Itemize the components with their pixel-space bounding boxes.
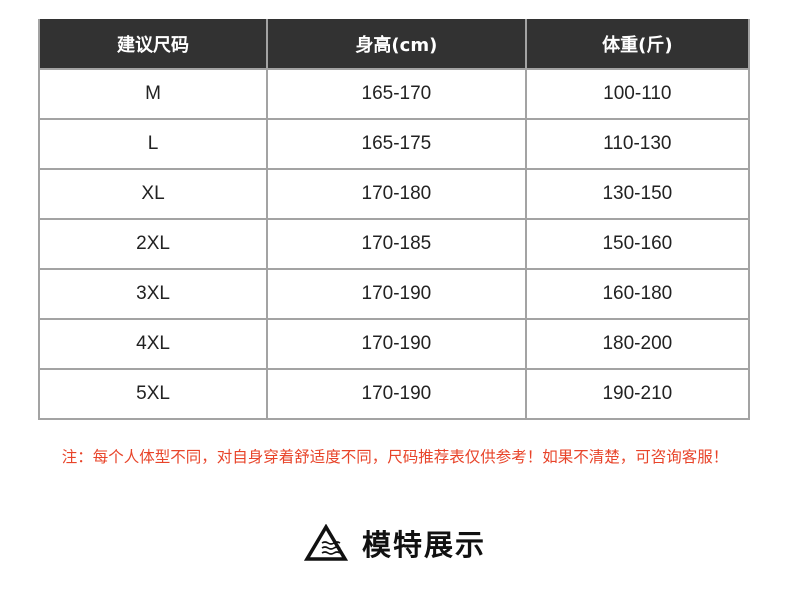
cell-height: 170-190 xyxy=(266,268,527,320)
table-header-row: 建议尺码 身高(cm) 体重(斤) xyxy=(37,19,751,70)
cell-weight: 150-160 xyxy=(524,218,751,270)
cell-size: 4XL xyxy=(37,318,269,370)
cell-weight: 160-180 xyxy=(524,268,751,320)
header-height: 身高(cm) xyxy=(266,19,527,70)
mountain-water-triangle-icon xyxy=(303,524,348,561)
size-note: 注：每个人体型不同，对自身穿着舒适度不同，尺码推荐表仅供参考！如果不清楚，可咨询… xyxy=(61,448,729,466)
table-row: 5XL 170-190 190-210 xyxy=(37,368,751,420)
table-row: L 165-175 110-130 xyxy=(37,118,751,170)
cell-height: 165-170 xyxy=(266,68,527,120)
cell-size: XL xyxy=(37,168,269,220)
cell-weight: 180-200 xyxy=(524,318,751,370)
header-size: 建议尺码 xyxy=(37,19,269,70)
cell-size: L xyxy=(37,118,269,170)
table-row: 4XL 170-190 180-200 xyxy=(37,318,751,370)
cell-height: 170-180 xyxy=(266,168,527,220)
cell-weight: 190-210 xyxy=(524,368,751,420)
cell-size: 2XL xyxy=(37,218,269,270)
section-title-label: 模特展示 xyxy=(361,528,486,562)
header-weight: 体重(斤) xyxy=(524,19,751,70)
cell-size: 3XL xyxy=(37,268,269,320)
table-row: 2XL 170-185 150-160 xyxy=(37,218,751,270)
size-chart-table: 建议尺码 身高(cm) 体重(斤) M 165-170 100-110 L 165-17… xyxy=(37,19,751,420)
cell-height: 165-175 xyxy=(266,118,527,170)
table-row: 3XL 170-190 160-180 xyxy=(37,268,751,320)
table-row: XL 170-180 130-150 xyxy=(37,168,751,220)
table-row: M 165-170 100-110 xyxy=(37,68,751,120)
cell-weight: 110-130 xyxy=(524,118,751,170)
cell-size: M xyxy=(37,68,269,120)
cell-weight: 100-110 xyxy=(524,68,751,120)
cell-weight: 130-150 xyxy=(524,168,751,220)
cell-height: 170-185 xyxy=(266,218,527,270)
cell-height: 170-190 xyxy=(266,368,527,420)
cell-size: 5XL xyxy=(37,368,269,420)
section-title: 模特展示 xyxy=(0,522,790,564)
cell-height: 170-190 xyxy=(266,318,527,370)
